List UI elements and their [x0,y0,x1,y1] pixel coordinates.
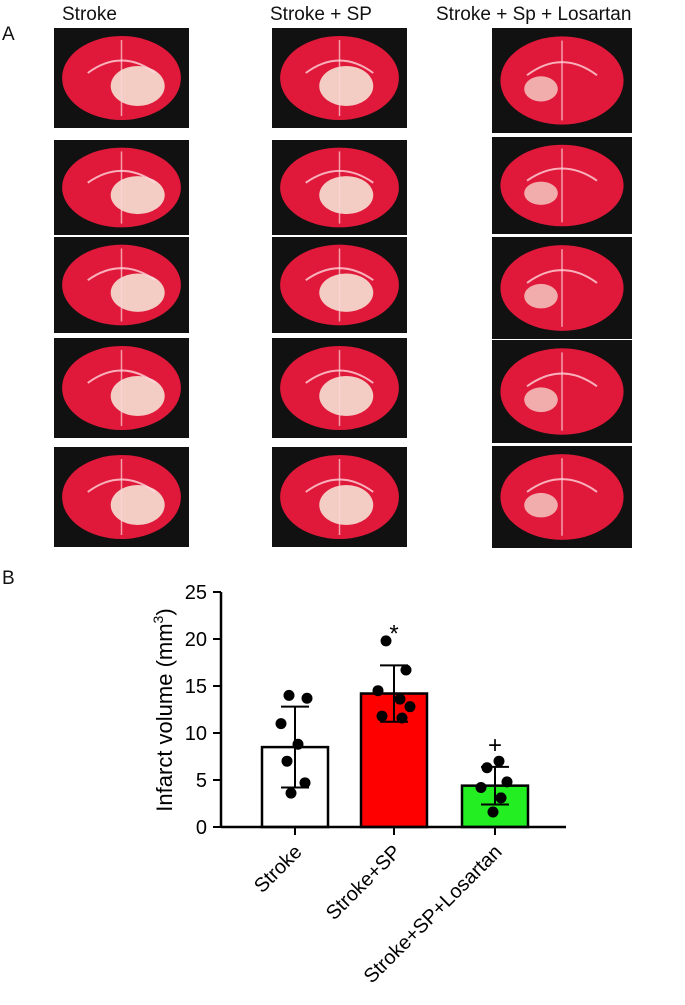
data-point-1-5 [281,755,293,767]
data-point-3-3 [501,776,513,788]
brain-slice-c2-r3 [272,237,407,333]
brain-slice-c2-r2 [272,140,407,235]
brain-slice-c1-r1 [54,28,189,128]
data-point-2-6 [376,710,388,722]
y-tick-label-5: 5 [196,770,207,792]
data-point-3-5 [495,792,507,804]
brain-slice-c1-r2 [54,140,189,235]
brain-slice-c2-r5 [272,447,407,547]
data-point-2-3 [372,685,384,697]
y-tick-label-10: 10 [185,723,207,745]
brain-slice-c3-r2 [492,137,632,234]
column-title-stroke-sp-losartan: Stroke + Sp + Losartan [436,4,632,25]
y-tick-label-15: 15 [185,676,207,698]
data-point-2-7 [396,712,408,724]
brain-slice-c1-r4 [54,338,189,438]
data-point-1-6 [299,777,311,789]
brain-slice-c2-r4 [272,338,407,438]
data-point-2-1 [380,635,392,647]
data-point-1-1 [283,689,295,701]
brain-slice-c3-r5 [492,446,632,548]
panel-a-label: A [2,24,15,45]
data-point-2-5 [404,701,416,713]
data-point-1-2 [301,692,313,704]
data-point-1-7 [285,787,297,799]
x-tick-label-2: Stroke+SP [322,841,406,925]
panel-b-label: B [2,568,15,589]
data-point-3-2 [481,762,493,774]
data-point-2-4 [394,693,406,705]
x-tick-label-1: Stroke [250,841,306,897]
brain-slice-c3-r3 [492,237,632,339]
y-tick-label-20: 20 [185,629,207,651]
data-point-3-6 [487,806,499,818]
brain-slice-c3-r4 [492,340,632,443]
data-point-3-4 [475,782,487,794]
column-title-stroke: Stroke [62,4,117,25]
data-point-3-1 [493,755,505,767]
brain-slice-c1-r5 [54,447,189,547]
y-tick-label-0: 0 [196,817,207,839]
data-point-1-4 [292,738,304,750]
y-tick-label-25: 25 [185,582,207,604]
column-title-stroke-sp: Stroke + SP [270,4,372,25]
data-point-2-2 [400,664,412,676]
brain-slice-c1-r3 [54,237,189,333]
y-axis-label: Infarct volume (mm3) [150,608,177,811]
data-point-1-3 [275,718,287,730]
significance-mark-3: + [488,732,502,759]
brain-slice-c2-r1 [272,28,407,128]
significance-mark-2: * [389,620,398,647]
brain-slice-c3-r1 [492,28,632,133]
